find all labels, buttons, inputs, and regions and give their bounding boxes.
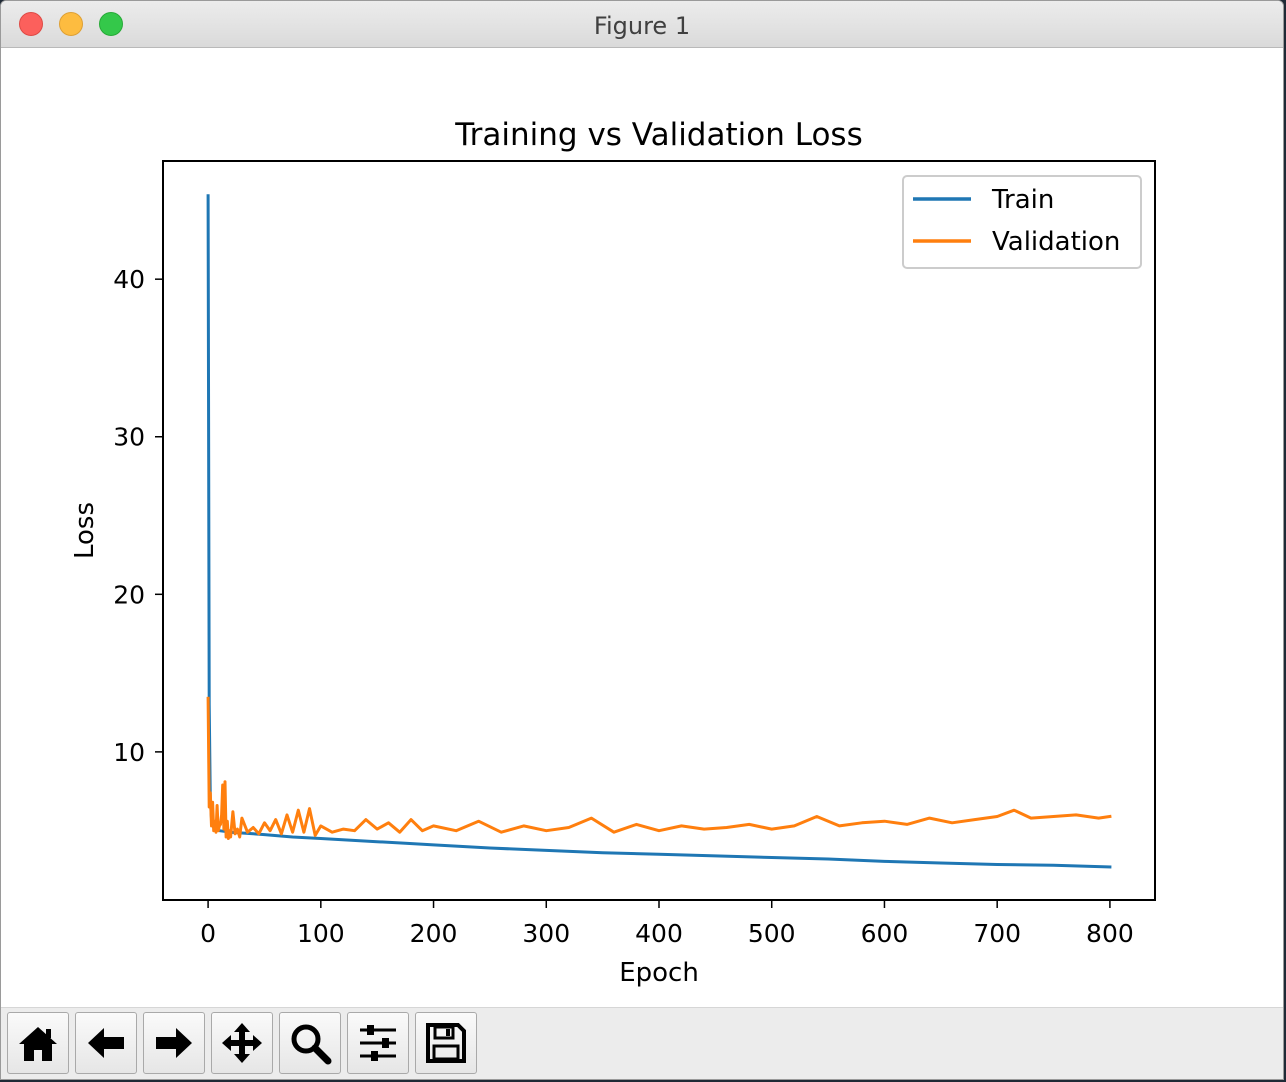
pan-button[interactable]: [211, 1012, 273, 1074]
x-tick-label: 800: [1086, 919, 1134, 948]
maximize-window-button[interactable]: [99, 12, 123, 36]
legend-label-train: Train: [991, 185, 1054, 215]
chart-title: Training vs Validation Loss: [454, 117, 862, 153]
zoom-button[interactable]: [279, 1012, 341, 1074]
home-button[interactable]: [7, 1012, 69, 1074]
x-tick-label: 400: [635, 919, 683, 948]
x-tick-label: 100: [297, 919, 345, 948]
figure-canvas[interactable]: Training vs Validation Loss 0 100 200 300 400…: [1, 48, 1283, 1006]
magnifier-icon: [291, 1024, 332, 1065]
close-window-button[interactable]: [19, 12, 43, 36]
arrow-left-icon: [88, 1028, 124, 1058]
y-tick-label: 30: [113, 423, 145, 452]
navigation-toolbar: [1, 1007, 1283, 1079]
legend-label-validation: Validation: [992, 227, 1120, 257]
move-icon: [222, 1023, 262, 1063]
home-icon: [19, 1027, 57, 1061]
x-tick-label: 500: [748, 919, 796, 948]
window-title: Figure 1: [593, 12, 691, 40]
forward-button[interactable]: [143, 1012, 205, 1074]
series-line-train: [206, 194, 1112, 869]
x-axis-label: Epoch: [619, 958, 699, 988]
y-tick-label: 20: [113, 580, 145, 609]
loss-chart: Training vs Validation Loss 0 100 200 300 400…: [70, 117, 1156, 988]
x-tick-label: 0: [200, 919, 216, 948]
axes-frame: [162, 160, 1156, 901]
save-button[interactable]: [415, 1012, 477, 1074]
y-tick-label: 40: [113, 265, 145, 294]
minimize-window-button[interactable]: [59, 12, 83, 36]
configure-subplots-button[interactable]: [347, 1012, 409, 1074]
x-tick-label: 300: [522, 919, 570, 948]
back-button[interactable]: [75, 1012, 137, 1074]
y-tick-label: 10: [113, 738, 145, 767]
arrow-right-icon: [156, 1028, 192, 1058]
y-axis-label: Loss: [70, 502, 100, 559]
x-tick-label: 600: [861, 919, 909, 948]
title-bar[interactable]: Figure 1: [1, 1, 1283, 48]
series-line-validation: [206, 696, 1112, 840]
x-tick-label: 700: [973, 919, 1021, 948]
floppy-disk-icon: [426, 1023, 466, 1063]
sliders-icon: [360, 1025, 396, 1061]
x-tick-label: 200: [410, 919, 458, 948]
